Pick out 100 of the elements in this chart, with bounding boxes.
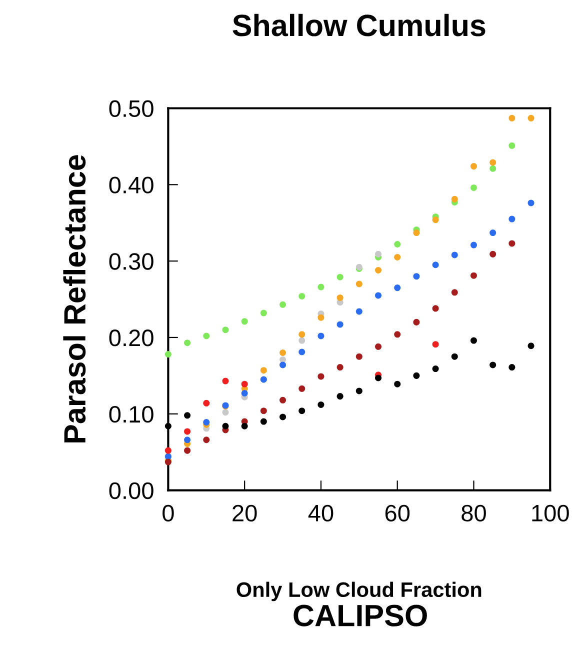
point — [508, 216, 516, 222]
point — [298, 337, 306, 344]
point — [394, 331, 401, 338]
point — [470, 242, 477, 248]
x-tick-label: 0 — [162, 504, 174, 522]
point — [470, 163, 477, 170]
point — [375, 250, 382, 258]
point — [184, 340, 191, 346]
point — [184, 436, 191, 444]
point — [298, 385, 306, 392]
point — [356, 308, 362, 315]
point — [394, 254, 401, 260]
point — [432, 305, 439, 312]
x-tick-label: 80 — [462, 504, 486, 522]
point — [298, 408, 306, 414]
point — [280, 414, 286, 420]
point — [432, 341, 439, 348]
point — [280, 362, 286, 368]
point — [528, 342, 534, 350]
point — [470, 337, 477, 344]
point — [413, 230, 420, 236]
point — [184, 447, 191, 454]
point — [451, 252, 458, 258]
point — [280, 350, 286, 356]
point — [508, 364, 516, 371]
point — [318, 314, 324, 321]
point — [432, 216, 439, 224]
point — [318, 401, 324, 408]
point — [164, 422, 172, 430]
y-tick-label: 0.40 — [109, 176, 154, 194]
point — [394, 240, 401, 248]
point — [280, 356, 286, 363]
point — [222, 326, 229, 334]
point — [413, 273, 420, 280]
point — [203, 332, 210, 340]
point — [260, 310, 267, 316]
point — [336, 294, 344, 301]
point — [318, 332, 324, 340]
x-tick-label: 40 — [308, 504, 334, 522]
point — [260, 408, 267, 414]
y-axis-title: Parasol Reflectance — [63, 155, 86, 442]
point — [222, 378, 229, 384]
point — [528, 114, 534, 122]
point — [164, 447, 172, 454]
point — [298, 348, 306, 356]
point — [184, 412, 191, 419]
point — [241, 390, 248, 397]
point — [336, 364, 344, 371]
x-tick-label: 60 — [385, 504, 410, 522]
point — [222, 409, 229, 416]
point — [298, 331, 306, 338]
point — [413, 372, 420, 379]
chart-title: Shallow Cumulus — [232, 14, 486, 36]
point — [241, 422, 248, 430]
point — [318, 284, 324, 290]
point — [375, 374, 382, 382]
y-tick-label: 0.20 — [109, 330, 154, 346]
point — [432, 262, 439, 268]
point — [508, 240, 516, 247]
point — [490, 159, 496, 166]
point — [203, 436, 210, 444]
point — [490, 165, 496, 172]
point — [394, 380, 401, 388]
point — [336, 393, 344, 400]
x-tick-label: 100 — [532, 504, 569, 522]
point — [336, 274, 344, 280]
point — [432, 366, 439, 372]
point — [356, 353, 362, 360]
point — [490, 230, 496, 236]
point — [336, 321, 344, 328]
point — [184, 428, 191, 435]
point — [490, 250, 496, 258]
point — [508, 142, 516, 149]
point — [260, 367, 267, 374]
point — [298, 292, 306, 300]
x-tick-label: 20 — [232, 504, 257, 522]
point — [356, 388, 362, 394]
point — [260, 418, 267, 425]
text: CALIPSO — [294, 604, 427, 626]
point — [375, 266, 382, 274]
point — [203, 400, 210, 406]
point — [528, 200, 534, 206]
point — [394, 284, 401, 292]
point — [318, 373, 324, 380]
point — [241, 380, 248, 388]
point — [508, 114, 516, 122]
point — [375, 343, 382, 350]
point — [241, 318, 248, 325]
y-tick-label: 0.00 — [109, 482, 154, 500]
point — [470, 184, 477, 191]
point — [451, 289, 458, 296]
point — [164, 351, 172, 358]
point — [451, 353, 458, 360]
point — [356, 280, 362, 288]
point — [280, 396, 286, 404]
y-tick-label: 0.10 — [109, 406, 154, 423]
x-axis-title: Only Low Cloud Fraction — [236, 582, 482, 602]
y-tick-label: 0.50 — [109, 100, 154, 118]
point — [222, 422, 229, 430]
point — [451, 196, 458, 202]
